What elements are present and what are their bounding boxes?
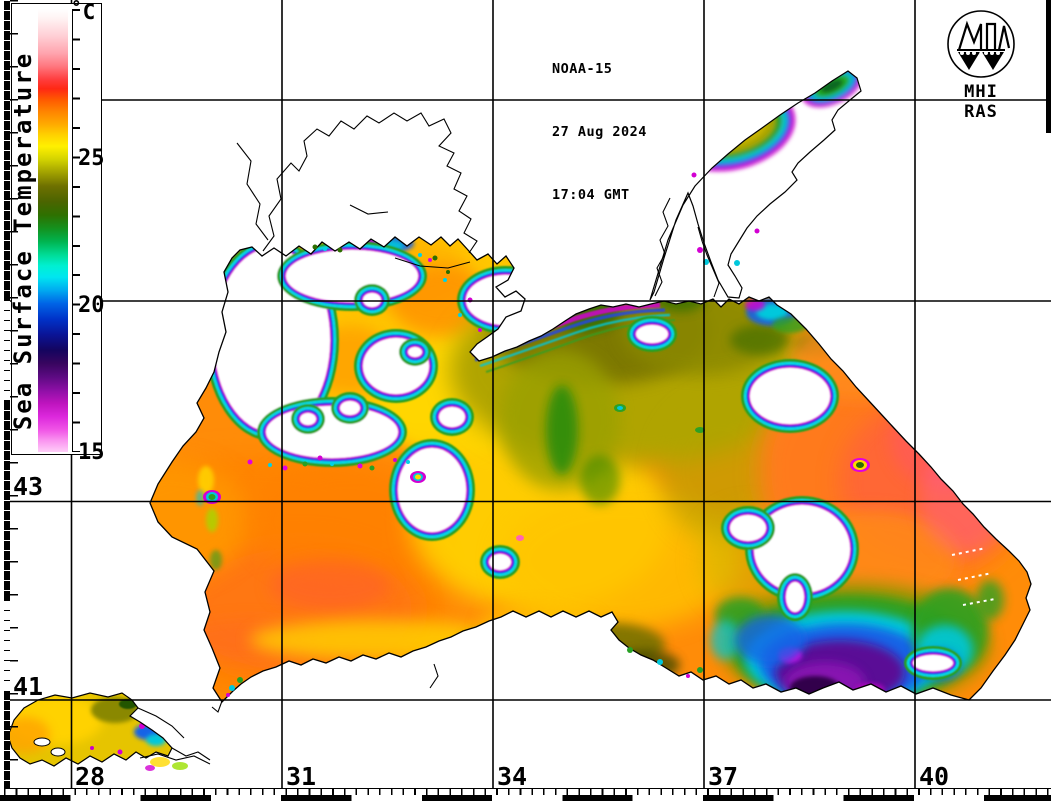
capture-date: 27 Aug 2024 [552, 124, 647, 140]
colorbar-gradient [38, 9, 68, 452]
lat-label-43: 43 [13, 472, 44, 501]
fringe-specks [226, 172, 760, 697]
frame-bottom-ruler [4, 788, 1051, 796]
estuary-coast-lines [211, 112, 720, 713]
mhi-ras-emblem-icon [947, 10, 1015, 78]
frame-left-white-segment [4, 600, 10, 690]
logo-caption: MHI RAS [964, 82, 998, 122]
marmara-outlier-specks [145, 757, 188, 771]
lon-label-31: 31 [286, 762, 317, 791]
marmara-coast-lines [137, 707, 211, 765]
lon-label-28: 28 [75, 762, 106, 791]
frame-left-white-segment [4, 300, 10, 401]
lat-label-41: 41 [13, 672, 44, 701]
right-edge-bar [1046, 0, 1051, 133]
marmara-islands [33, 737, 66, 757]
header-info: NOAA-15 27 Aug 2024 17:04 GMT [552, 17, 647, 248]
satellite-name: NOAA-15 [552, 61, 613, 77]
colorbar-tick-marks [73, 9, 80, 452]
frame-bottom-checker [0, 795, 1051, 801]
lon-label-34: 34 [497, 762, 528, 791]
colorbar-axis [72, 9, 73, 452]
lon-label-40: 40 [919, 762, 950, 791]
cold-eddy-southeast [710, 580, 1004, 702]
frame-left-ticks [10, 0, 18, 789]
east-coast-dashes [951, 547, 996, 606]
colorbar: ˚C 25 20 15 Sea Surface Temperature [9, 0, 105, 465]
colorbar-tick-25: 25 [78, 146, 105, 171]
colorbar-tick-20: 20 [78, 293, 105, 318]
capture-time: 17:04 GMT [552, 187, 630, 203]
mhi-ras-logo: MHI RAS [942, 6, 1020, 122]
colorbar-tick-15: 15 [78, 440, 105, 465]
lon-label-37: 37 [708, 762, 739, 791]
